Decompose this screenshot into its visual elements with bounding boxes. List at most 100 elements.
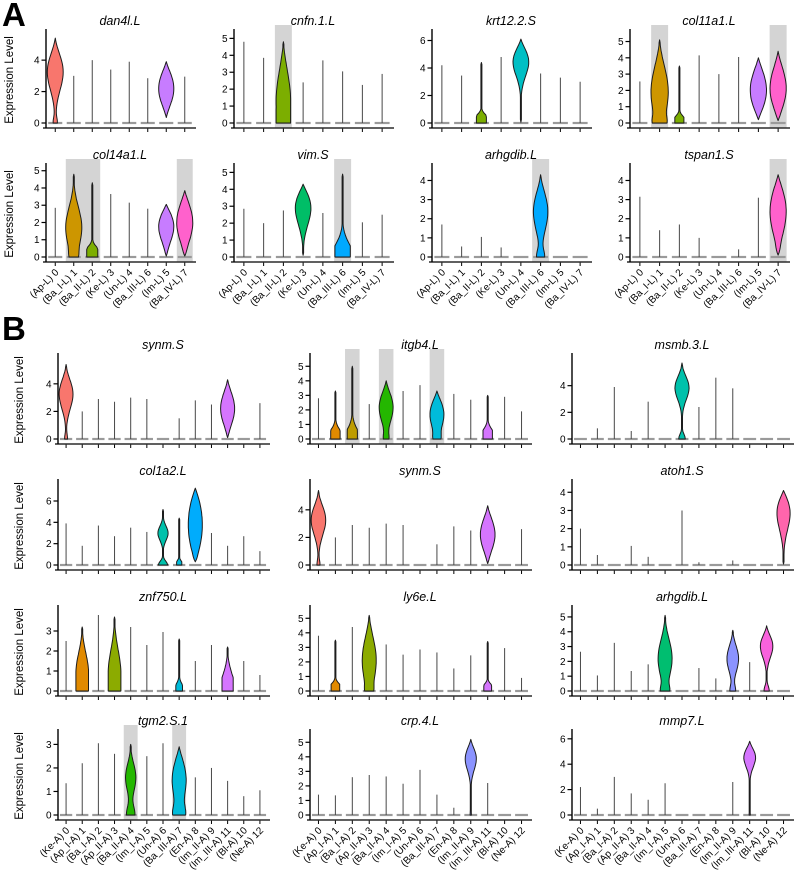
y-tick-label: 4 bbox=[420, 64, 426, 75]
violin bbox=[275, 41, 292, 124]
plot-title: synm.S bbox=[399, 464, 441, 478]
y-tick-label: 0 bbox=[34, 119, 40, 130]
violin bbox=[429, 390, 445, 440]
violin bbox=[75, 626, 89, 692]
y-tick-label: 1 bbox=[420, 233, 426, 244]
violin bbox=[378, 380, 394, 440]
violin-subplot-dan4l.L: 0 2 4 dan4l.L Expression Level bbox=[4, 14, 196, 132]
y-tick-label: 2 bbox=[298, 657, 304, 668]
violin-subplot-msmb.3.L: 0 2 4 msmb.3.L bbox=[560, 338, 794, 448]
violin bbox=[158, 61, 175, 118]
plot-title: cnfn.1.L bbox=[291, 14, 336, 28]
y-axis-label: Expression Level bbox=[14, 732, 26, 820]
violin bbox=[769, 174, 787, 256]
plot-title: col11a1.L bbox=[682, 14, 735, 28]
violin bbox=[294, 183, 312, 256]
y-tick-label: 4 bbox=[560, 627, 566, 638]
violin bbox=[158, 203, 175, 257]
y-tick-label: 1 bbox=[222, 236, 228, 247]
plot-title: col1a2.L bbox=[139, 464, 186, 478]
violin-subplot-synm.S: 0 2 4 synm.S bbox=[298, 464, 532, 574]
y-tick-label: 4 bbox=[34, 56, 40, 67]
violin-subplot-ly6e.L: 0 1 2 3 4 5 ly6e.L bbox=[298, 590, 532, 700]
y-tick-label: 3 bbox=[618, 70, 624, 81]
violin bbox=[176, 517, 183, 566]
violin bbox=[482, 394, 493, 440]
violin bbox=[46, 37, 64, 124]
violin bbox=[330, 390, 341, 440]
y-tick-label: 2 bbox=[560, 785, 566, 796]
violin bbox=[157, 509, 169, 566]
plot-title: krt12.2.S bbox=[486, 14, 537, 28]
violin-subplot-crp.4.L: (Ke-A) 0(Ap_I-A) 1(Ba_I-A) 2(Ap_II-A) 3(… bbox=[290, 714, 532, 872]
plot-title: tspan1.S bbox=[684, 148, 734, 162]
y-tick-label: 2 bbox=[298, 533, 304, 544]
y-tick-label: 3 bbox=[298, 643, 304, 654]
violin-subplot-tspan1.S: (Ap-L) 0(Ba_I-L) 1(Ba_II-L) 2(Ke-L) 3(Un… bbox=[613, 148, 790, 311]
y-tick-label: 4 bbox=[420, 176, 426, 187]
violin-subplot-vim.S: (Ap-L) 0(Ba_I-L) 1(Ba_II-L) 2(Ke-L) 3(Un… bbox=[217, 148, 394, 311]
violin bbox=[657, 614, 673, 692]
violin bbox=[674, 65, 685, 124]
y-axis-label: Expression Level bbox=[14, 356, 26, 444]
y-tick-label: 0 bbox=[46, 687, 52, 698]
y-axis-label: Expression Level bbox=[14, 482, 26, 570]
plot-title: atoh1.S bbox=[660, 464, 704, 478]
y-tick-label: 3 bbox=[46, 740, 52, 751]
violin bbox=[107, 616, 122, 692]
y-tick-label: 0 bbox=[560, 811, 566, 822]
y-tick-label: 4 bbox=[298, 752, 304, 763]
y-tick-label: 1 bbox=[560, 542, 566, 553]
y-tick-label: 4 bbox=[46, 379, 52, 390]
y-tick-label: 3 bbox=[222, 68, 228, 79]
y-tick-label: 2 bbox=[46, 407, 52, 418]
violin bbox=[86, 182, 99, 258]
violin bbox=[674, 362, 690, 440]
y-tick-label: 1 bbox=[222, 102, 228, 113]
y-tick-label: 2 bbox=[34, 87, 40, 98]
plot-title: msmb.3.L bbox=[655, 338, 710, 352]
y-tick-label: 0 bbox=[222, 119, 228, 130]
plot-title: dan4l.L bbox=[99, 14, 140, 28]
y-tick-label: 5 bbox=[298, 362, 304, 373]
violin bbox=[310, 490, 327, 566]
violin bbox=[743, 740, 757, 816]
y-tick-label: 4 bbox=[298, 628, 304, 639]
y-tick-label: 0 bbox=[618, 253, 624, 264]
violin bbox=[346, 365, 358, 440]
violin bbox=[512, 38, 530, 123]
y-tick-label: 4 bbox=[560, 760, 566, 771]
violin-subplot-arhgdib.L: (Ap-L) 0(Ba_I-L) 1(Ba_II-L) 2(Ke-L) 3(Un… bbox=[415, 148, 592, 311]
violin-subplot-itgb4.L: 0 1 2 3 4 5 itgb4.L bbox=[298, 338, 532, 448]
y-tick-label: 3 bbox=[298, 767, 304, 778]
y-tick-label: 0 bbox=[46, 435, 52, 446]
y-tick-label: 0 bbox=[618, 119, 624, 130]
y-tick-label: 2 bbox=[560, 408, 566, 419]
plot-title: vim.S bbox=[297, 148, 329, 162]
y-tick-label: 3 bbox=[420, 195, 426, 206]
y-tick-label: 0 bbox=[298, 811, 304, 822]
y-tick-label: 6 bbox=[560, 734, 566, 745]
violin bbox=[759, 625, 774, 692]
y-tick-label: 3 bbox=[618, 195, 624, 206]
plot-title: col14a1.L bbox=[93, 148, 147, 162]
violin bbox=[330, 639, 341, 692]
violin-subplot-atoh1.S: 0 1 2 3 4 atoh1.S bbox=[560, 464, 794, 574]
y-tick-label: 0 bbox=[560, 435, 566, 446]
y-tick-label: 3 bbox=[34, 201, 40, 212]
y-tick-label: 2 bbox=[222, 219, 228, 230]
y-tick-label: 4 bbox=[46, 518, 52, 529]
y-axis-label: Expression Level bbox=[4, 36, 16, 124]
y-tick-label: 2 bbox=[560, 657, 566, 668]
y-tick-label: 4 bbox=[618, 176, 624, 187]
y-tick-label: 2 bbox=[298, 405, 304, 416]
violin bbox=[176, 190, 194, 257]
plot-title: mmp7.L bbox=[659, 714, 704, 728]
y-tick-label: 0 bbox=[420, 253, 426, 264]
violin bbox=[726, 629, 740, 692]
violin-subplot-col11a1.L: 0 1 2 3 4 5 col11a1.L bbox=[618, 14, 790, 132]
violin bbox=[532, 174, 549, 258]
y-tick-label: 4 bbox=[298, 505, 304, 516]
plot-title: crp.4.L bbox=[401, 714, 439, 728]
y-tick-label: 2 bbox=[618, 86, 624, 97]
